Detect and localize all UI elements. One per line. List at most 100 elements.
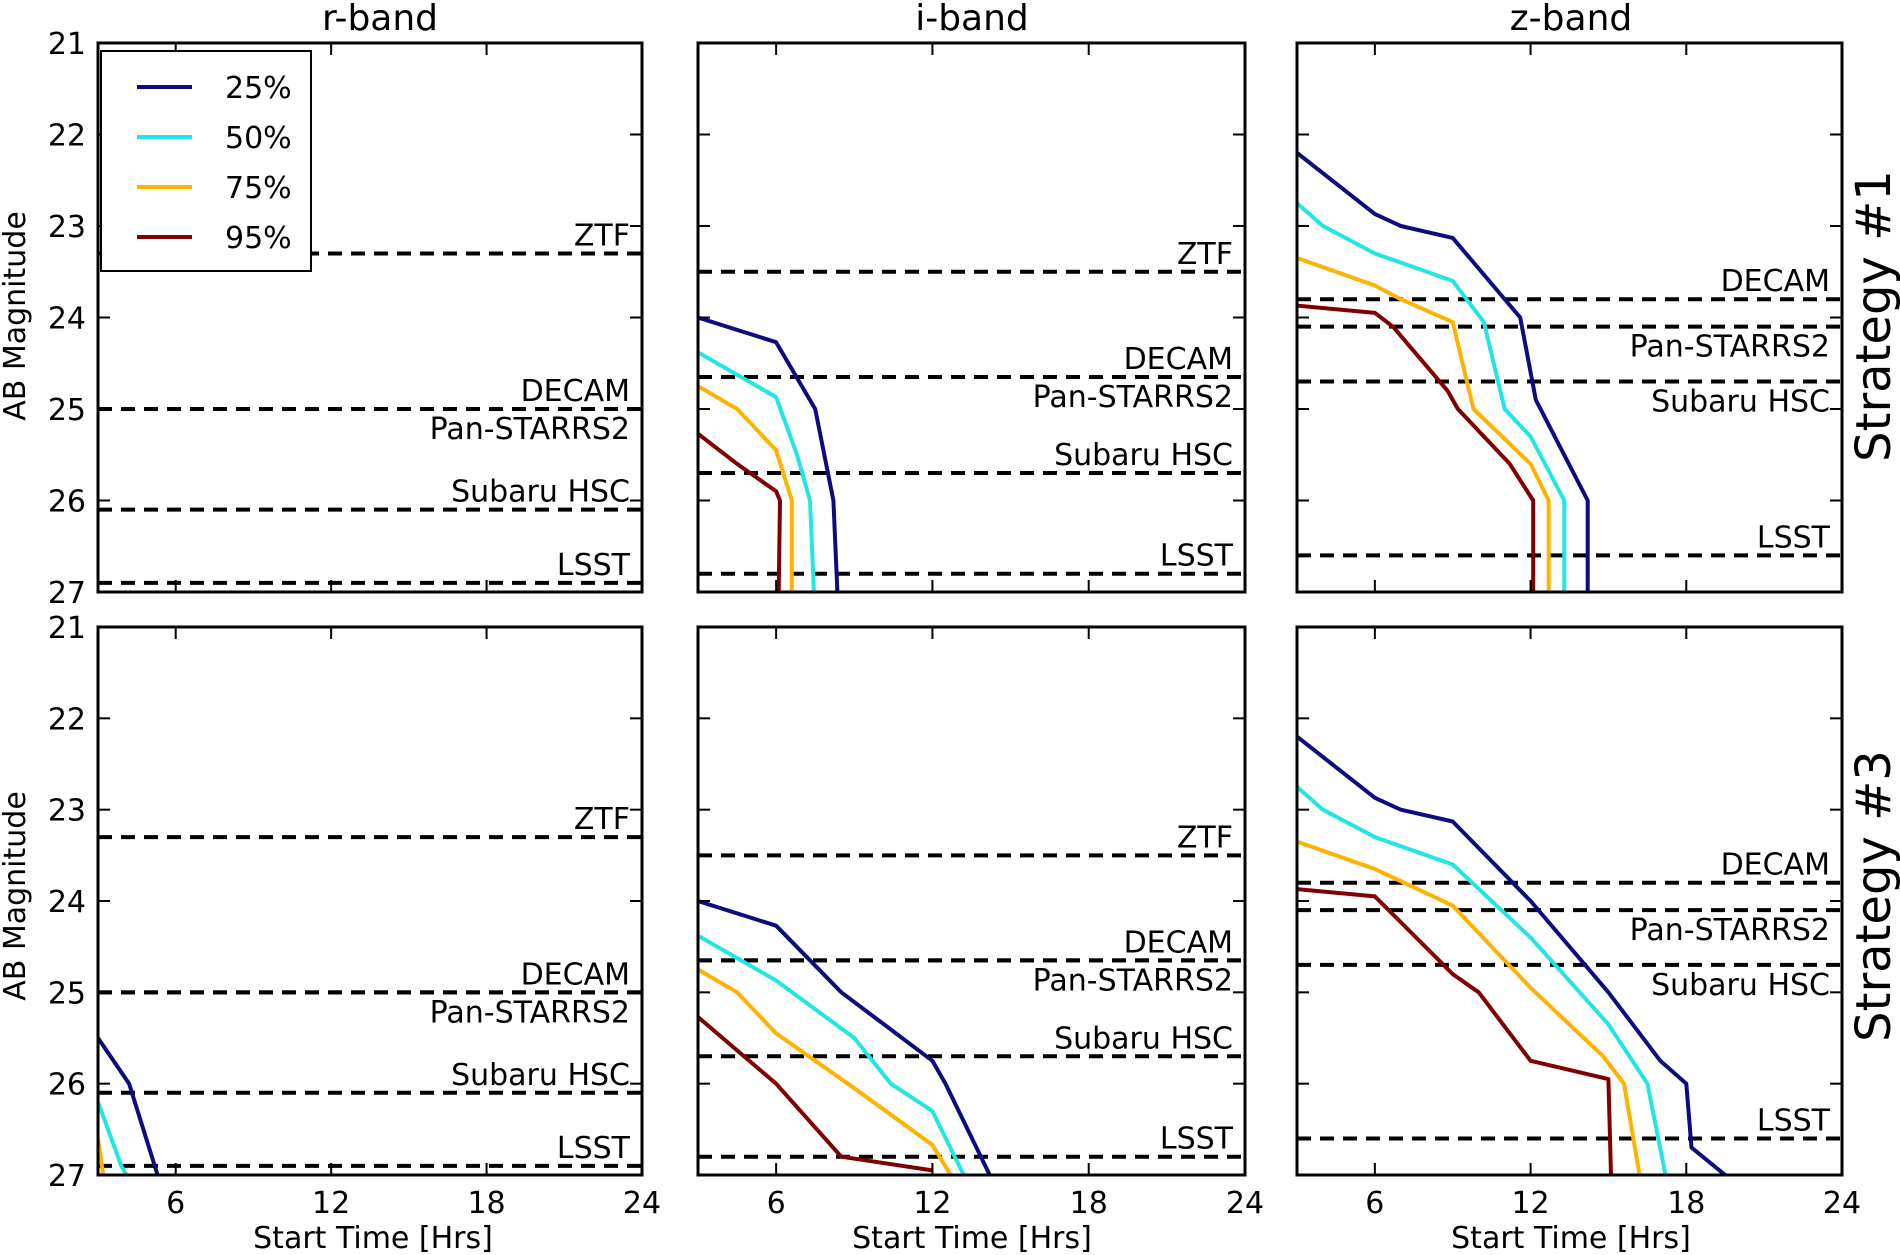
- series-line-75-i-band-strategy-1: [698, 384, 794, 592]
- series-line-95-z-band-strategy-3: [1297, 887, 1613, 1175]
- y-tick-label: 21: [48, 27, 86, 62]
- y-axis-label-bottom: AB Magnitude: [0, 791, 33, 1001]
- x-tick-label: 24: [1823, 1186, 1861, 1221]
- series-line-95-z-band-strategy-1: [1297, 303, 1536, 592]
- y-tick-label: 23: [48, 210, 86, 245]
- series-line-25-z-band-strategy-1: [1297, 151, 1590, 592]
- threshold-label-subaru-hsc: Subaru HSC: [451, 1058, 630, 1093]
- threshold-label-lsst: LSST: [557, 548, 631, 583]
- legend-item-75: 75%: [137, 171, 292, 206]
- x-axis-label-z-band: Start Time [Hrs]: [1451, 1221, 1691, 1255]
- x-tick-label: 12: [1511, 1186, 1549, 1221]
- x-tick-label: 12: [312, 1186, 350, 1221]
- y-tick-label: 25: [48, 976, 86, 1011]
- y-tick-label: 27: [48, 576, 86, 611]
- threshold-label-subaru-hsc: Subaru HSC: [1651, 968, 1830, 1003]
- threshold-label-pan-starrs2: Pan-STARRS2: [1630, 913, 1830, 948]
- series-line-95-i-band-strategy-3: [698, 1015, 933, 1173]
- threshold-label-lsst: LSST: [1757, 520, 1831, 555]
- panel-z-band-strategy-1: DECAM Pan-STARRS2 Subaru HSC LSST: [1295, 41, 1844, 594]
- threshold-label-subaru-hsc: Subaru HSC: [1054, 438, 1233, 473]
- threshold-label-decam: DECAM: [1721, 264, 1830, 299]
- y-tick-label: 21: [48, 611, 86, 646]
- legend-label-75: 75%: [225, 171, 292, 206]
- threshold-label-ztf: ZTF: [1177, 820, 1233, 855]
- row-labels: Strategy #1 Strategy #3: [1846, 170, 1900, 1042]
- y-tick-label: 26: [48, 485, 86, 520]
- series-line-50-i-band-strategy-1: [698, 350, 816, 592]
- series-line-75-i-band-strategy-3: [698, 967, 953, 1175]
- x-axis-label-i-band: Start Time [Hrs]: [852, 1221, 1092, 1255]
- column-title-r-band: r-band: [322, 0, 438, 39]
- threshold-label-lsst: LSST: [1160, 1122, 1234, 1157]
- y-tick-label: 24: [48, 885, 86, 920]
- x-tick-label: 18: [1070, 1186, 1108, 1221]
- y-tick-label: 23: [48, 794, 86, 829]
- axes-frame-z-band-strategy-1: [1295, 41, 1844, 594]
- x-tick-label: 6: [166, 1186, 185, 1221]
- series-line-25-z-band-strategy-3: [1297, 735, 1727, 1175]
- threshold-label-decam: DECAM: [1721, 848, 1830, 883]
- axes-frame-i-band-strategy-3: [696, 625, 1247, 1177]
- series-line-75-z-band-strategy-1: [1297, 256, 1551, 592]
- series-line-50-r-band-strategy-3: [98, 1101, 129, 1175]
- x-tick-label: 18: [1667, 1186, 1705, 1221]
- legend-label-25: 25%: [225, 71, 292, 106]
- series-line-25-i-band-strategy-1: [698, 315, 840, 592]
- threshold-label-decam: DECAM: [1124, 925, 1233, 960]
- series-line-50-z-band-strategy-1: [1297, 201, 1567, 592]
- panel-z-band-strategy-3: DECAM Pan-STARRS2 Subaru HSC LSST 6 12 18 24: [1295, 625, 1861, 1221]
- threshold-label-ztf: ZTF: [574, 802, 630, 837]
- threshold-label-lsst: LSST: [557, 1131, 631, 1166]
- legend-label-50: 50%: [225, 121, 292, 156]
- legend-item-25: 25%: [137, 71, 292, 106]
- threshold-label-subaru-hsc: Subaru HSC: [451, 475, 630, 510]
- axes-frame-r-band-strategy-1: [96, 41, 644, 594]
- x-tick-label: 24: [623, 1186, 661, 1221]
- y-tick-label: 25: [48, 393, 86, 428]
- y-tick-label: 24: [48, 302, 86, 337]
- row-label-strategy-3: Strategy #3: [1846, 750, 1900, 1042]
- column-titles: r-band i-band z-band: [322, 0, 1632, 39]
- y-axis-label-top: AB Magnitude: [0, 211, 33, 421]
- threshold-label-decam: DECAM: [521, 374, 630, 409]
- threshold-label-ztf: ZTF: [574, 218, 630, 253]
- threshold-label-decam: DECAM: [521, 957, 630, 992]
- threshold-label-lsst: LSST: [1160, 539, 1234, 574]
- x-tick-label: 6: [1365, 1186, 1384, 1221]
- y-axis-labels: AB Magnitude AB Magnitude: [0, 211, 33, 1001]
- y-tick-label: 26: [48, 1068, 86, 1103]
- series-line-50-z-band-strategy-3: [1297, 785, 1668, 1175]
- legend-item-95: 95%: [137, 221, 292, 256]
- threshold-label-decam: DECAM: [1124, 342, 1233, 377]
- x-tick-label: 24: [1226, 1186, 1264, 1221]
- threshold-label-pan-starrs2: Pan-STARRS2: [430, 995, 630, 1030]
- x-tick-label: 18: [467, 1186, 505, 1221]
- series-line-50-i-band-strategy-3: [698, 933, 966, 1175]
- x-axis-label-r-band: Start Time [Hrs]: [253, 1221, 493, 1255]
- y-tick-label: 22: [48, 702, 86, 737]
- series-line-75-z-band-strategy-3: [1297, 839, 1642, 1175]
- x-tick-label: 6: [767, 1186, 786, 1221]
- legend-label-95: 95%: [225, 221, 292, 256]
- x-tick-label: 12: [913, 1186, 951, 1221]
- legend: 25% 50% 75% 95%: [100, 50, 312, 272]
- column-title-i-band: i-band: [915, 0, 1029, 39]
- axes-frame-z-band-strategy-3: [1295, 625, 1844, 1177]
- threshold-label-pan-starrs2: Pan-STARRS2: [1033, 963, 1233, 998]
- threshold-label-pan-starrs2: Pan-STARRS2: [430, 412, 630, 447]
- series-line-95-i-band-strategy-1: [698, 432, 782, 592]
- threshold-label-subaru-hsc: Subaru HSC: [1651, 385, 1830, 420]
- series-line-25-i-band-strategy-3: [698, 899, 992, 1175]
- series-line-25-r-band-strategy-3: [98, 1036, 160, 1175]
- threshold-label-ztf: ZTF: [1177, 237, 1233, 272]
- axes-frame-r-band-strategy-3: [96, 625, 644, 1177]
- legend-frame: [100, 50, 312, 272]
- threshold-label-pan-starrs2: Pan-STARRS2: [1630, 330, 1830, 365]
